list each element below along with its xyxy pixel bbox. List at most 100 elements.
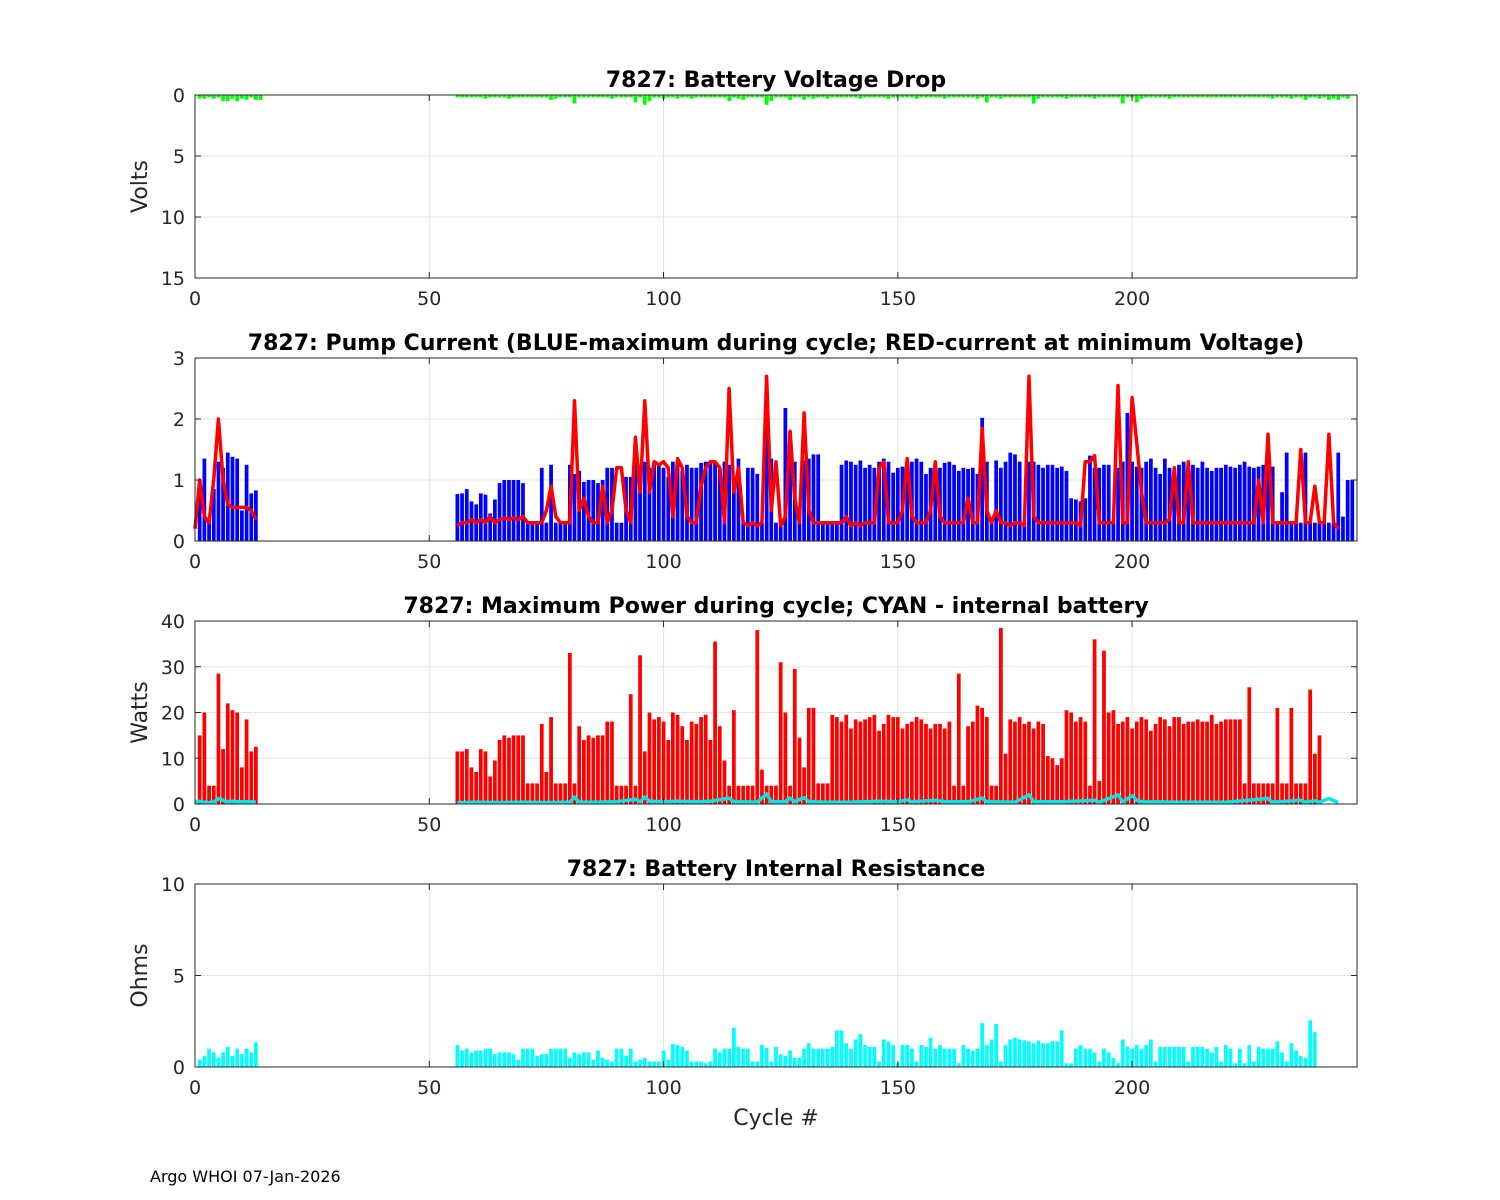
bar: [872, 1046, 877, 1067]
bar: [661, 467, 666, 541]
bar: [539, 95, 544, 98]
bar: [1322, 95, 1327, 98]
bar: [1064, 95, 1069, 99]
bar: [553, 1048, 558, 1067]
bar: [938, 95, 942, 98]
bar: [661, 1050, 666, 1067]
bar: [895, 467, 900, 541]
bar: [788, 1050, 792, 1067]
bar: [202, 95, 207, 99]
bar: [924, 1046, 928, 1067]
bar: [839, 464, 844, 542]
bar: [821, 95, 825, 98]
bar: [553, 522, 558, 541]
bar: [891, 472, 896, 541]
bar: [1200, 461, 1205, 541]
bar: [586, 1052, 591, 1067]
y-tick-label: 0: [173, 531, 185, 553]
bar: [1158, 95, 1163, 98]
bar: [956, 470, 961, 541]
bar: [1209, 95, 1214, 98]
series-line: [457, 792, 1339, 805]
bar: [1050, 1041, 1055, 1067]
bar: [1017, 461, 1022, 541]
bar: [835, 1030, 839, 1067]
bar: [994, 1024, 999, 1067]
bar: [1214, 467, 1219, 541]
bar: [1284, 95, 1289, 98]
bar: [478, 1050, 483, 1067]
bar: [792, 1057, 797, 1067]
bar: [1139, 95, 1144, 99]
bar: [1181, 95, 1186, 98]
bar: [600, 1057, 605, 1067]
bar: [652, 719, 657, 804]
bar: [961, 467, 966, 541]
bar: [1064, 710, 1069, 804]
x-tick-label: 0: [189, 1077, 201, 1099]
bar: [1233, 1063, 1238, 1067]
bar: [717, 467, 722, 541]
bar: [825, 95, 830, 99]
bar: [464, 749, 469, 804]
bar: [1022, 95, 1027, 98]
bar: [614, 1048, 619, 1067]
bar: [1116, 723, 1120, 804]
bar: [685, 95, 689, 98]
bar: [258, 95, 263, 100]
bar: [886, 1041, 891, 1067]
bar: [1111, 710, 1116, 804]
bar: [1219, 1061, 1223, 1067]
bar: [1252, 1061, 1256, 1067]
bar: [1027, 1041, 1031, 1067]
chart-panel-2: 0 50 100 150 200 0 1 2 3 7827: Pump Current (BLUE…: [173, 331, 1358, 573]
bar: [225, 95, 230, 102]
bar: [802, 1048, 806, 1067]
x-tick-label: 0: [189, 288, 201, 310]
bar: [661, 721, 666, 804]
bar: [769, 95, 774, 102]
bar: [778, 662, 783, 804]
bar: [535, 522, 539, 541]
bar: [900, 728, 905, 804]
bar: [1219, 467, 1223, 541]
bar: [956, 673, 961, 804]
bar: [1153, 467, 1158, 541]
bar: [1069, 712, 1074, 804]
bar: [1013, 721, 1017, 804]
bar: [736, 458, 741, 541]
bar: [858, 460, 863, 541]
bar: [469, 767, 474, 804]
y-axis-label: Watts: [128, 681, 153, 744]
bar: [657, 717, 661, 804]
x-tick-label: 100: [645, 814, 681, 836]
bar: [755, 1061, 760, 1067]
bar: [713, 95, 717, 98]
bar: [933, 95, 938, 98]
bar: [1228, 466, 1233, 541]
chart-title: 7827: Maximum Power during cycle; CYAN -…: [403, 594, 1148, 619]
bar: [521, 95, 525, 98]
bar: [919, 95, 924, 98]
bar: [1163, 719, 1167, 804]
bar: [736, 1046, 741, 1067]
bar: [816, 95, 821, 98]
bar: [235, 458, 240, 541]
y-tick-label: 10: [161, 207, 185, 229]
bar: [942, 462, 947, 541]
bar: [1205, 721, 1209, 804]
bar: [1195, 95, 1200, 98]
bar: [1270, 95, 1275, 99]
bar: [493, 1054, 497, 1067]
bar: [732, 1027, 736, 1067]
bar: [708, 95, 713, 98]
bar: [750, 467, 755, 541]
bar: [1149, 95, 1153, 98]
bar: [530, 783, 535, 804]
y-tick-label: 10: [161, 748, 185, 770]
bar: [600, 95, 605, 98]
bar: [1256, 466, 1261, 541]
bar: [483, 494, 488, 541]
bar: [488, 776, 493, 804]
